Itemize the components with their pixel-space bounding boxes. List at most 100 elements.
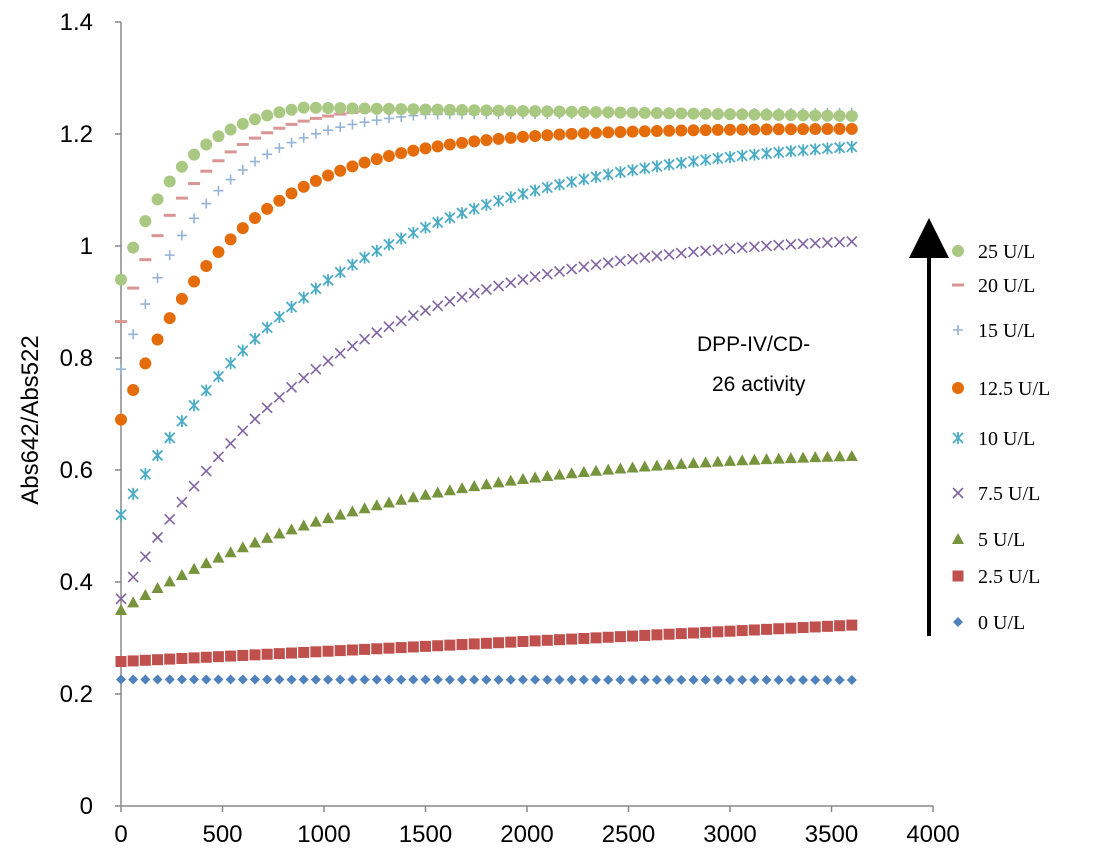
data-point [346, 340, 358, 352]
data-point [151, 581, 164, 593]
data-point [432, 640, 444, 652]
data-point [225, 674, 236, 685]
data-point [237, 674, 248, 685]
data-point [298, 646, 310, 658]
legend-label: 7.5 U/L [978, 483, 1040, 505]
data-point [664, 674, 675, 685]
data-point [663, 158, 675, 171]
data-point [212, 551, 225, 563]
data-point [322, 645, 334, 657]
data-point [773, 239, 785, 251]
data-point [724, 108, 736, 121]
data-point [139, 258, 152, 262]
data-point [175, 292, 188, 305]
data-point [492, 476, 505, 488]
data-point [262, 674, 273, 685]
y-tick-label: 0.2 [60, 681, 93, 708]
data-point [529, 105, 542, 118]
data-point [480, 283, 492, 296]
data-point [650, 459, 663, 471]
data-point [323, 125, 334, 136]
data-point [468, 202, 480, 215]
data-point [298, 674, 309, 685]
data-point [127, 596, 140, 608]
data-point [833, 141, 846, 154]
data-point [541, 129, 554, 142]
data-point [176, 652, 188, 664]
data-point [687, 124, 700, 137]
data-point [785, 238, 797, 251]
data-point [724, 243, 736, 255]
data-point [651, 160, 663, 173]
data-point [517, 187, 529, 200]
data-point [760, 240, 773, 252]
data-point [725, 674, 735, 685]
data-point [152, 674, 163, 685]
data-point [700, 153, 712, 166]
data-point [224, 233, 237, 246]
data-point [139, 215, 152, 228]
data-point [322, 169, 335, 182]
data-point [821, 237, 834, 249]
data-point [736, 454, 749, 466]
data-point [297, 101, 310, 114]
y-tick-label: 0.6 [60, 457, 93, 484]
y-tick-label: 0 [80, 793, 93, 820]
data-point [541, 634, 553, 646]
data-point [504, 131, 517, 144]
data-point [797, 622, 809, 634]
data-point [285, 381, 298, 393]
data-point [127, 241, 140, 254]
data-point [541, 181, 553, 194]
data-point [285, 301, 298, 314]
data-point [650, 107, 663, 120]
data-point [578, 632, 590, 644]
x-tick-label: 2500 [602, 821, 655, 848]
legend-label: 25 U/L [978, 241, 1035, 263]
data-point [200, 557, 213, 569]
data-point [128, 329, 139, 340]
data-point [298, 132, 309, 143]
data-point [577, 465, 590, 477]
data-point [675, 107, 688, 120]
data-point [236, 142, 249, 146]
data-point [590, 259, 602, 271]
data-point [590, 106, 603, 119]
data-point [334, 347, 346, 359]
x-tick-label: 1500 [399, 821, 452, 848]
data-point [164, 674, 175, 685]
data-point [797, 109, 810, 122]
data-point [334, 102, 347, 115]
data-point [298, 372, 310, 384]
data-point [566, 633, 578, 645]
data-point [358, 251, 371, 264]
data-point [834, 674, 845, 685]
data-point [687, 627, 699, 639]
data-point [845, 110, 858, 123]
data-point [200, 384, 212, 397]
data-point [578, 173, 590, 186]
data-point [809, 621, 821, 633]
data-point [505, 674, 516, 685]
data-point [431, 140, 444, 153]
legend: 25 U/L 20 U/L 15 U/L 12.5 U/L 10 U/L 7.5 U/L 5… [952, 241, 1050, 634]
data-point [407, 103, 420, 116]
data-point [736, 242, 748, 254]
data-point [371, 115, 382, 126]
data-point [772, 108, 785, 121]
data-point [261, 531, 274, 543]
data-point [541, 268, 553, 280]
data-point [541, 469, 554, 481]
data-point [237, 344, 249, 357]
x-tick-label: 1000 [297, 821, 350, 848]
data-point [189, 674, 200, 685]
data-point [431, 103, 444, 116]
data-point [809, 451, 822, 463]
data-point [810, 674, 821, 685]
data-point [285, 103, 298, 116]
data-point [225, 650, 237, 662]
data-point [274, 674, 285, 685]
data-point [175, 568, 188, 580]
data-point [151, 531, 164, 543]
legend-label: 12.5 U/L [978, 378, 1050, 400]
